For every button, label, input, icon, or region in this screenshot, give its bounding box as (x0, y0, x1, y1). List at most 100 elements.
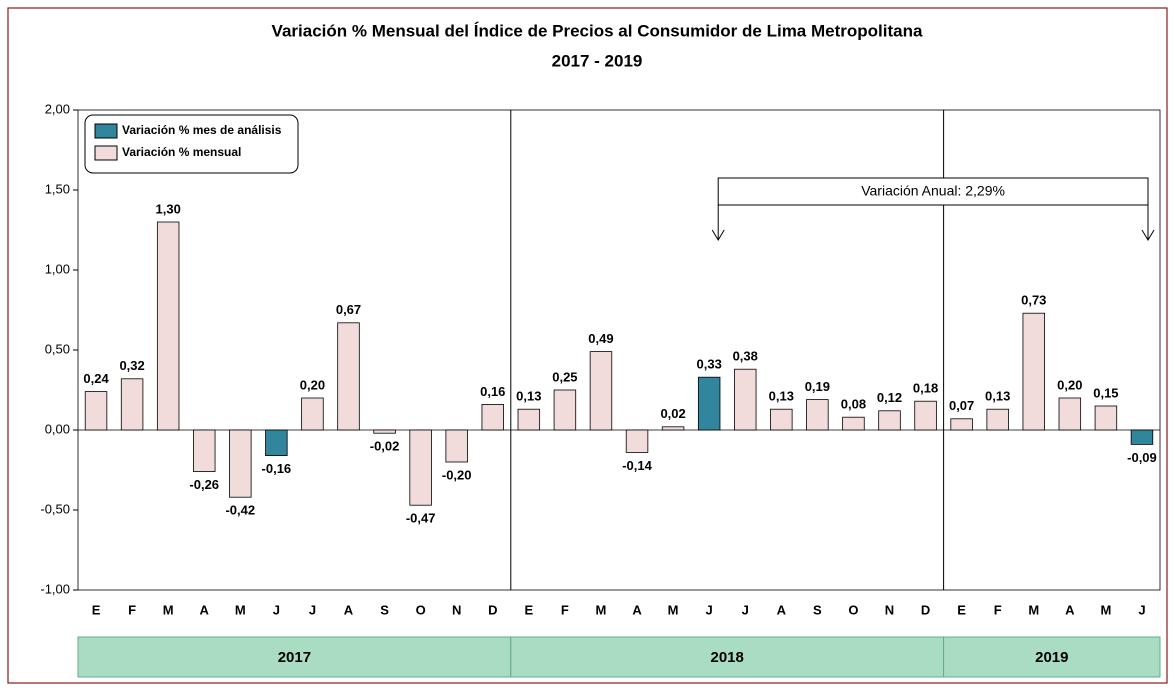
x-tick-label: O (848, 602, 858, 617)
year-label: 2019 (1035, 649, 1068, 666)
data-label: -0,47 (406, 511, 436, 526)
year-band (77, 636, 512, 678)
x-tick-label: F (561, 602, 569, 617)
data-label: -0,14 (622, 458, 652, 473)
legend-label: Variación % mensual (122, 145, 241, 159)
data-label: 0,73 (1021, 293, 1046, 308)
chart-title: Variación % Mensual del Índice de Precio… (272, 21, 923, 40)
y-tick-label: 0,50 (45, 341, 70, 356)
y-tick-label: 1,50 (45, 181, 70, 196)
x-tick-label: J (273, 602, 280, 617)
bar (878, 410, 901, 431)
data-label: 0,20 (1057, 377, 1082, 392)
bar (986, 408, 1009, 431)
data-label: -0,09 (1127, 450, 1157, 465)
year-label: 2018 (711, 649, 744, 666)
year-label: 2017 (278, 649, 311, 666)
x-tick-label: J (309, 602, 316, 617)
bar (914, 400, 937, 431)
data-label: 0,16 (480, 384, 505, 399)
data-label: 0,13 (516, 389, 541, 404)
year-band (943, 636, 1161, 678)
x-tick-label: D (921, 602, 930, 617)
data-label: 0,25 (552, 369, 577, 384)
legend-swatch (94, 123, 118, 139)
chart-subtitle: 2017 - 2019 (552, 51, 643, 70)
year-band (510, 636, 945, 678)
data-label: 0,07 (949, 398, 974, 413)
x-tick-label: S (813, 602, 822, 617)
bar (734, 368, 757, 431)
bar (517, 408, 541, 431)
data-label: 0,15 (1093, 385, 1118, 400)
data-label: 0,20 (300, 377, 325, 392)
annotation: Variación Anual: 2,29% (861, 183, 1005, 199)
x-tick-label: J (1138, 602, 1145, 617)
bar (409, 429, 432, 506)
x-tick-label: D (488, 602, 497, 617)
legend-box (84, 114, 299, 174)
data-label: 0,12 (877, 390, 902, 405)
bar (337, 322, 360, 431)
x-tick-label: O (416, 602, 426, 617)
bar (661, 426, 685, 431)
data-label: 0,13 (985, 389, 1010, 404)
x-tick-label: J (706, 602, 713, 617)
data-label: 0,08 (841, 397, 866, 412)
bar (120, 378, 144, 431)
bar (1022, 312, 1045, 431)
annotation-box (717, 177, 1149, 206)
data-label: 0,02 (660, 406, 685, 421)
bar (697, 376, 721, 431)
bar (229, 429, 252, 498)
data-label: 0,18 (913, 381, 938, 396)
data-label: 0,38 (733, 349, 758, 364)
bar (1058, 397, 1082, 431)
bar (589, 351, 613, 431)
y-tick-label: 2,00 (45, 101, 70, 116)
bar (193, 429, 216, 472)
bar (301, 397, 324, 431)
data-label: 0,13 (769, 389, 794, 404)
x-tick-label: A (777, 602, 787, 617)
data-label: -0,16 (262, 461, 292, 476)
bar (770, 408, 793, 431)
x-tick-label: M (235, 602, 246, 617)
data-label: -0,42 (225, 503, 255, 518)
x-tick-label: M (668, 602, 679, 617)
x-tick-label: F (128, 602, 136, 617)
data-label: 0,24 (83, 371, 109, 386)
x-tick-label: M (596, 602, 607, 617)
x-tick-label: A (200, 602, 210, 617)
bar (950, 418, 973, 431)
y-tick-label: -0,50 (40, 501, 70, 516)
bar (84, 391, 108, 431)
bar (265, 429, 288, 457)
data-label: 0,19 (805, 379, 830, 394)
data-label: 0,67 (336, 302, 361, 317)
data-label: -0,26 (189, 477, 219, 492)
bar (445, 429, 468, 463)
bar (481, 403, 504, 431)
bar (1094, 405, 1118, 431)
x-tick-label: A (1065, 602, 1075, 617)
legend-label: Variación % mes de análisis (122, 123, 282, 137)
x-tick-label: E (92, 602, 101, 617)
data-label: 0,33 (697, 357, 722, 372)
x-tick-label: E (957, 602, 966, 617)
bar (625, 429, 649, 453)
y-tick-label: 0,00 (45, 421, 70, 436)
x-tick-label: M (163, 602, 174, 617)
annotation-arrowhead (1141, 229, 1155, 241)
x-tick-label: F (994, 602, 1002, 617)
bar (806, 399, 829, 431)
y-tick-label: -1,00 (40, 581, 70, 596)
x-tick-label: M (1100, 602, 1111, 617)
x-tick-label: J (742, 602, 749, 617)
data-label: 0,32 (119, 358, 144, 373)
bar (373, 429, 396, 434)
x-tick-label: E (524, 602, 533, 617)
data-label: -0,20 (442, 467, 472, 482)
x-tick-label: M (1028, 602, 1039, 617)
